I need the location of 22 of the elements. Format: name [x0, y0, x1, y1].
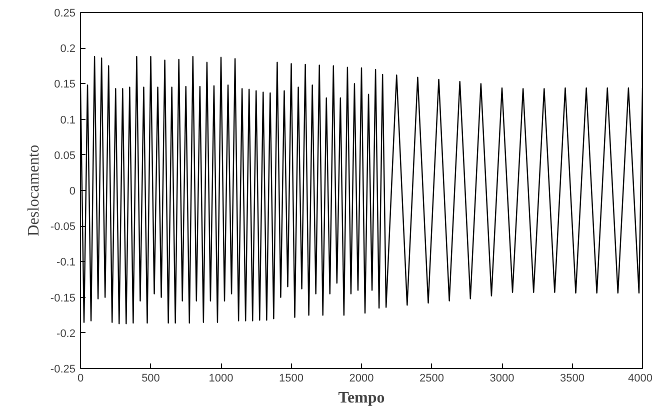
x-tick-label: 0: [77, 372, 84, 384]
y-tick-label: -0.05: [50, 221, 76, 234]
x-tick-label: 2000: [349, 372, 374, 384]
y-axis-title: Deslocamento: [25, 144, 42, 236]
y-tick-label: 0.25: [54, 8, 76, 20]
x-tick-label: 3000: [490, 372, 514, 384]
x-tick-label: 1000: [208, 372, 234, 384]
y-tick-label: -0.25: [50, 364, 76, 376]
y-tick-label: 0.1: [60, 114, 76, 126]
y-tick-label: 0.2: [60, 43, 76, 56]
x-tick-label: 3500: [560, 372, 584, 384]
x-tick-label: 2500: [420, 372, 444, 384]
y-tick-label: 0.15: [54, 78, 76, 91]
y-tick-label: -0.2: [56, 328, 76, 340]
y-tick-label: 0.05: [54, 150, 76, 162]
y-tick-label: -0.1: [56, 256, 76, 269]
x-tick-label: 1500: [279, 372, 304, 384]
y-tick-label: -0.15: [50, 292, 76, 304]
x-axis-title: Tempo: [338, 390, 385, 406]
x-tick-label: 4000: [628, 372, 652, 384]
x-tick-label: 500: [142, 372, 160, 384]
y-tick-label: 0: [69, 186, 76, 198]
